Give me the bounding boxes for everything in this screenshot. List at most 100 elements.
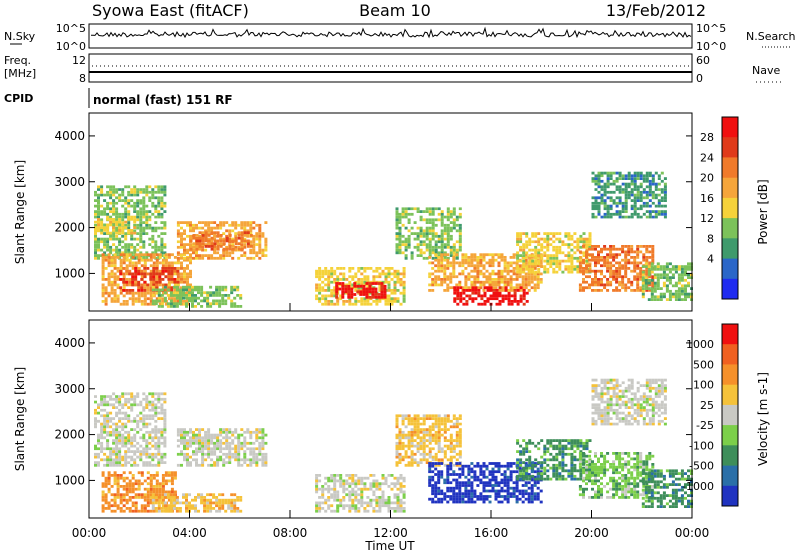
- power-cell: [137, 270, 140, 273]
- power-cell: [252, 249, 255, 252]
- power-cell: [459, 213, 462, 216]
- power-cell: [341, 285, 344, 288]
- power-cell: [362, 288, 365, 291]
- power-cell: [142, 191, 145, 194]
- power-cell: [423, 257, 426, 260]
- power-cell: [589, 240, 592, 243]
- power-cell: [229, 240, 232, 243]
- power-cell: [624, 245, 627, 248]
- velocity-cell: [139, 403, 142, 406]
- velocity-cell: [213, 434, 216, 437]
- velocity-cell: [138, 496, 141, 499]
- power-cell: [631, 205, 634, 208]
- power-cell: [111, 297, 114, 300]
- velocity-cell: [108, 504, 111, 507]
- power-cell: [501, 270, 504, 273]
- power-cell: [164, 291, 167, 294]
- power-cell: [163, 243, 166, 246]
- velocity-cell: [151, 403, 154, 406]
- power-cell: [112, 202, 115, 205]
- power-cell: [446, 275, 449, 278]
- power-cell: [443, 264, 446, 267]
- power-cell: [201, 221, 204, 224]
- velocity-cell: [159, 482, 162, 485]
- power-cell: [97, 243, 100, 246]
- power-cell: [115, 191, 118, 194]
- power-cell: [501, 278, 504, 281]
- power-cell: [573, 251, 576, 254]
- velocity-cell: [246, 431, 249, 434]
- velocity-cell: [118, 403, 121, 406]
- velocity-cell: [219, 442, 222, 445]
- velocity-cell: [420, 445, 423, 448]
- power-cell: [133, 221, 136, 224]
- velocity-cell: [142, 464, 145, 467]
- power-cell: [435, 218, 438, 221]
- velocity-cell: [161, 510, 164, 513]
- power-cell: [344, 288, 347, 291]
- power-cell: [94, 216, 97, 219]
- power-cell: [417, 232, 420, 235]
- velocity-cell: [210, 453, 213, 456]
- power-cell: [236, 286, 239, 289]
- power-cell: [498, 262, 501, 265]
- velocity-cell: [151, 409, 154, 412]
- power-cell: [189, 270, 192, 273]
- power-cell: [652, 174, 655, 177]
- power-cell: [336, 303, 339, 306]
- velocity-cell: [103, 453, 106, 456]
- power-cell: [540, 243, 543, 246]
- power-cell: [160, 249, 163, 252]
- power-cell: [453, 289, 456, 292]
- power-cell: [561, 240, 564, 243]
- velocity-cell: [154, 453, 157, 456]
- power-cell: [115, 216, 118, 219]
- power-cell: [637, 216, 640, 219]
- power-cell: [440, 259, 443, 262]
- velocity-cell: [94, 412, 97, 415]
- power-cell: [615, 270, 618, 273]
- velocity-cell: [97, 464, 100, 467]
- velocity-cell: [114, 493, 117, 496]
- velocity-cell: [127, 450, 130, 453]
- power-cell: [103, 213, 106, 216]
- power-cell: [144, 253, 147, 256]
- power-cell: [112, 191, 115, 194]
- velocity-cell: [105, 502, 108, 505]
- velocity-cell: [177, 439, 180, 442]
- velocity-cell: [183, 456, 186, 459]
- velocity-cell: [130, 428, 133, 431]
- velocity-cell: [330, 488, 333, 491]
- power-cell: [640, 196, 643, 199]
- power-cell: [646, 216, 649, 219]
- velocity-cell: [136, 431, 139, 434]
- velocity-cell: [123, 504, 126, 507]
- power-cell: [417, 238, 420, 241]
- power-cell: [177, 251, 180, 254]
- power-cell: [158, 305, 161, 308]
- power-cell: [195, 257, 198, 260]
- power-cell: [126, 253, 129, 256]
- power-cell: [459, 297, 462, 300]
- velocity-cell: [255, 456, 258, 459]
- power-cell: [636, 278, 639, 281]
- power-cell: [585, 256, 588, 259]
- velocity-cell: [115, 439, 118, 442]
- power-cell: [648, 245, 651, 248]
- power-cell: [339, 273, 342, 276]
- power-cell: [197, 286, 200, 289]
- power-cell: [443, 275, 446, 278]
- power-cell: [669, 282, 672, 285]
- velocity-cell: [161, 507, 164, 510]
- power-cell: [534, 260, 537, 263]
- power-cell: [661, 213, 664, 216]
- power-cell: [625, 207, 628, 210]
- velocity-cell: [156, 485, 159, 488]
- power-cell: [525, 275, 528, 278]
- power-cell: [633, 270, 636, 273]
- power-cell: [640, 199, 643, 202]
- power-cell: [461, 270, 464, 273]
- power-cell: [357, 300, 360, 303]
- power-cell: [171, 262, 174, 265]
- velocity-cell: [411, 456, 414, 459]
